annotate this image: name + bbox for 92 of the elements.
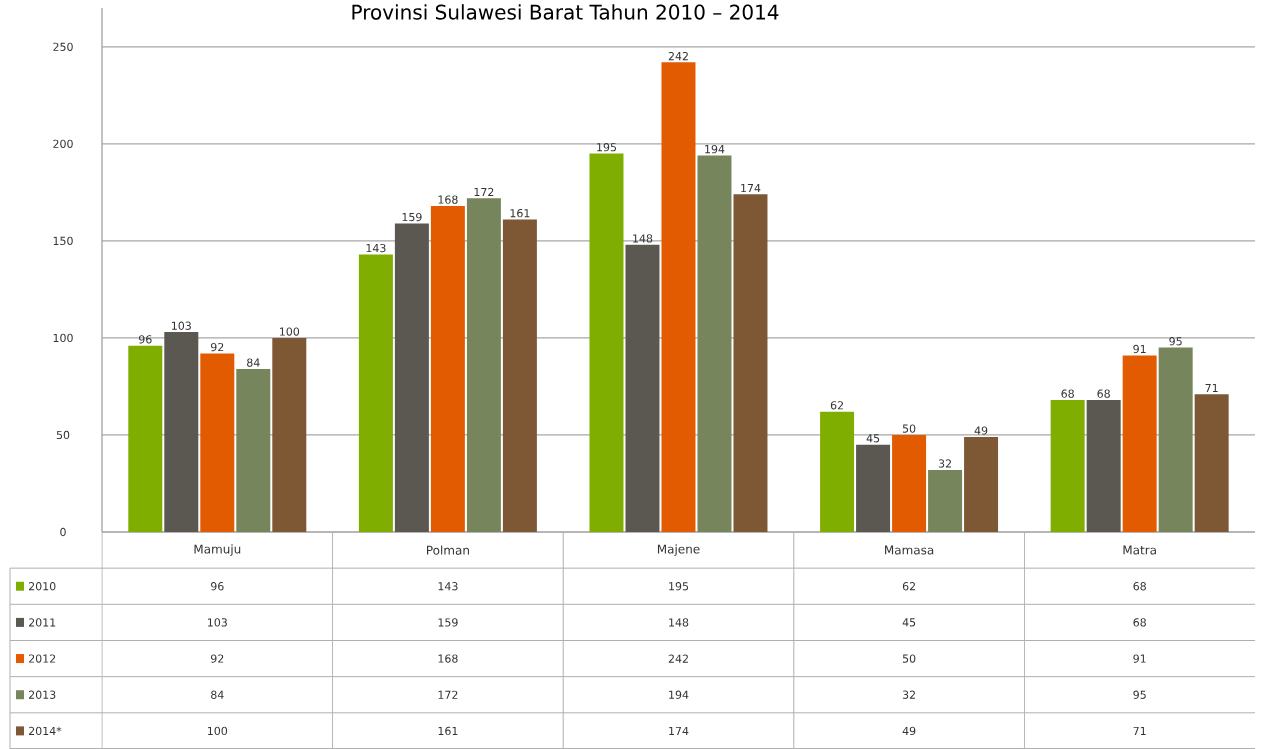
bar	[733, 194, 768, 532]
text: 242	[668, 654, 688, 663]
text: 174	[669, 726, 689, 735]
bar	[394, 223, 429, 532]
data-label: 103	[172, 321, 191, 330]
text: 194	[669, 690, 689, 699]
bar	[1194, 394, 1229, 532]
text: 103	[208, 618, 227, 627]
legend-label: 2013	[29, 690, 56, 699]
data-label: 242	[668, 51, 688, 61]
text: 161	[438, 726, 458, 736]
bar	[625, 244, 660, 532]
bar	[1158, 347, 1193, 532]
y-tick-label: 100	[53, 333, 73, 343]
bar	[128, 345, 163, 532]
text: 148	[669, 618, 689, 627]
data-label: 71	[1205, 383, 1218, 392]
legend-label: 2011	[29, 618, 56, 627]
y-tick-label: 250	[53, 42, 73, 51]
text: 62	[902, 582, 915, 591]
bar	[661, 62, 696, 532]
data-label: 194	[705, 144, 725, 154]
text: 91	[1133, 654, 1146, 663]
data-label: 172	[474, 187, 494, 196]
text: 84	[211, 690, 224, 699]
text: 45	[902, 618, 916, 627]
data-label: 68	[1061, 389, 1074, 398]
bar	[358, 254, 393, 532]
text: 92	[211, 654, 224, 663]
data-label: 84	[247, 358, 260, 367]
bar	[892, 434, 927, 532]
data-label: 159	[402, 212, 422, 222]
bar	[430, 205, 465, 532]
data-label: 161	[510, 209, 530, 218]
bar	[1086, 400, 1121, 532]
text: 50	[902, 654, 916, 663]
text: 172	[438, 690, 458, 699]
y-tick-label: 50	[56, 430, 70, 440]
bar	[1122, 355, 1157, 532]
bar	[164, 332, 199, 532]
x-tick-label: Matra	[1123, 545, 1156, 555]
data-label: 143	[366, 243, 386, 253]
data-label: 95	[1169, 337, 1182, 346]
bar	[589, 153, 624, 532]
data-label: 174	[741, 184, 761, 193]
text: 49	[902, 726, 916, 736]
text: 68	[1133, 582, 1146, 591]
text: 168	[438, 654, 458, 663]
data-label: 45	[866, 434, 880, 443]
y-tick-label: 150	[53, 236, 73, 246]
y-tick-label: 0	[60, 527, 66, 537]
x-tick-label: Polman	[427, 545, 469, 555]
bar	[928, 469, 963, 532]
y-tick-label: 200	[53, 139, 73, 148]
bar	[1050, 400, 1085, 532]
data-label: 68	[1097, 389, 1110, 398]
data-label: 92	[211, 342, 224, 352]
text: 32	[902, 690, 915, 699]
x-tick-label: Mamuju	[194, 544, 241, 556]
bar	[856, 444, 891, 532]
bar	[200, 353, 235, 532]
data-label: 91	[1133, 344, 1146, 354]
x-tick-label: Mamasa	[885, 545, 934, 555]
data-label: 49	[974, 426, 988, 435]
text: 195	[669, 582, 689, 591]
text: 100	[208, 726, 228, 736]
legend-label: 2014*	[29, 726, 62, 736]
bar	[272, 337, 307, 532]
text: 71	[1133, 726, 1146, 735]
data-label: 168	[438, 195, 458, 204]
text: 95	[1133, 690, 1146, 699]
x-tick-label: Majene	[657, 544, 700, 556]
legend-label: 2012	[29, 654, 56, 663]
bar	[502, 219, 537, 532]
text: 159	[438, 618, 458, 627]
data-label: 50	[902, 424, 916, 433]
data-label: 148	[633, 234, 653, 243]
legend-label: 2010	[29, 582, 56, 591]
bar	[697, 155, 732, 532]
bar	[236, 368, 271, 532]
data-label: 62	[830, 401, 843, 410]
text: 96	[211, 582, 224, 591]
data-label: 96	[139, 335, 152, 344]
data-label: 100	[280, 327, 300, 336]
data-label: 195	[597, 143, 617, 152]
bar	[964, 436, 999, 532]
chart-title: Provinsi Sulawesi Barat Tahun 2010 – 2014	[352, 4, 779, 20]
data-label: 32	[938, 459, 951, 468]
text: 68	[1133, 618, 1146, 627]
text: 143	[438, 582, 458, 591]
bar	[466, 198, 501, 532]
bar	[820, 411, 855, 532]
